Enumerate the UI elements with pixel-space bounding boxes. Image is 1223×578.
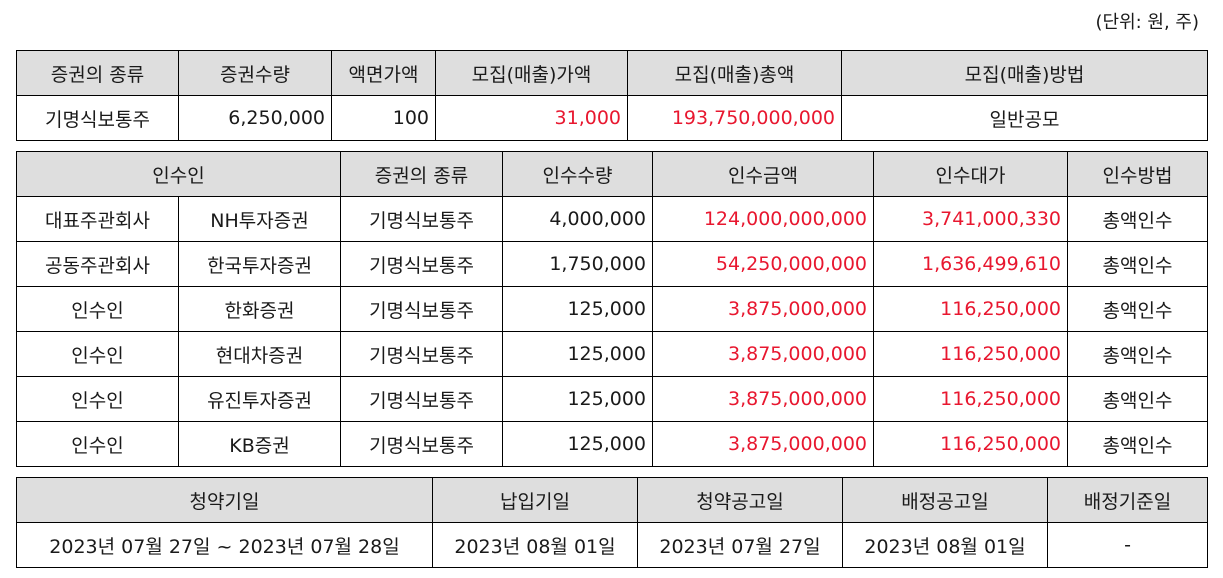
- schedule-header: 납입기일: [432, 477, 638, 523]
- offering-header: 증권수량: [178, 50, 332, 96]
- schedule-header: 배정공고일: [842, 477, 1048, 523]
- underwriter-name: 한화증권: [177, 286, 342, 332]
- payment-date: 2023년 08월 01일: [432, 522, 638, 568]
- underwriter-fee: 116,250,000: [873, 286, 1069, 332]
- underwriter-amount: 3,875,000,000: [652, 331, 875, 377]
- underwriter-role: 인수인: [16, 376, 179, 422]
- underwriter-amount: 54,250,000,000: [652, 241, 875, 287]
- underwriter-security-type: 기명식보통주: [340, 196, 504, 242]
- underwriter-amount: 3,875,000,000: [652, 421, 875, 467]
- underwriter-fee: 3,741,000,330: [873, 196, 1069, 242]
- underwriter-fee: 1,636,499,610: [873, 241, 1069, 287]
- underwriter-name: 한국투자증권: [177, 241, 342, 287]
- underwriter-method: 총액인수: [1067, 421, 1209, 467]
- underwriters-header: 인수금액: [652, 151, 875, 197]
- underwriter-role: 인수인: [16, 286, 179, 332]
- subscription-period: 2023년 07월 27일 ~ 2023년 07월 28일: [16, 522, 433, 568]
- underwriter-name: 현대차증권: [177, 331, 342, 377]
- underwriter-role: 인수인: [16, 331, 179, 377]
- underwriter-fee: 116,250,000: [873, 331, 1069, 377]
- underwriters-header-row: 인수인 증권의 종류 인수수량 인수금액 인수대가 인수방법: [15, 151, 1209, 197]
- underwriter-row: 인수인 현대차증권 기명식보통주 125,000 3,875,000,000 1…: [16, 331, 1209, 377]
- underwriter-security-type: 기명식보통주: [340, 376, 504, 422]
- offering-header: 증권의 종류: [16, 50, 179, 96]
- underwriter-quantity: 125,000: [502, 286, 654, 332]
- underwriter-security-type: 기명식보통주: [340, 286, 504, 332]
- allotment-notice-date: 2023년 08월 01일: [842, 522, 1048, 568]
- offering-header-row: 증권의 종류 증권수량 액면가액 모집(매출)가액 모집(매출)총액 모집(매출…: [16, 50, 1208, 96]
- underwriter-security-type: 기명식보통주: [340, 241, 504, 287]
- underwriter-row: 인수인 KB증권 기명식보통주 125,000 3,875,000,000 11…: [16, 421, 1209, 467]
- offering-header: 모집(매출)방법: [841, 50, 1208, 96]
- offering-price: 31,000: [435, 95, 628, 141]
- underwriters-header: 증권의 종류: [340, 151, 504, 197]
- underwriter-name: NH투자증권: [177, 196, 342, 242]
- underwriter-name: 유진투자증권: [177, 376, 342, 422]
- underwriter-quantity: 125,000: [502, 421, 654, 467]
- par-value: 100: [331, 95, 436, 141]
- schedule-header: 배정기준일: [1047, 477, 1208, 523]
- security-quantity: 6,250,000: [178, 95, 332, 141]
- underwriters-table: 인수인 증권의 종류 인수수량 인수금액 인수대가 인수방법 대표주관회사 NH…: [15, 151, 1209, 467]
- underwriters-header: 인수인: [15, 151, 342, 197]
- underwriter-role: 대표주관회사: [16, 196, 179, 242]
- offering-header: 모집(매출)가액: [435, 50, 628, 96]
- underwriter-row: 인수인 유진투자증권 기명식보통주 125,000 3,875,000,000 …: [16, 376, 1209, 422]
- underwriter-row: 대표주관회사 NH투자증권 기명식보통주 4,000,000 124,000,0…: [16, 196, 1209, 242]
- underwriter-role: 인수인: [16, 421, 179, 467]
- underwriter-role: 공동주관회사: [16, 241, 179, 287]
- offering-row: 기명식보통주 6,250,000 100 31,000 193,750,000,…: [16, 95, 1208, 141]
- underwriter-amount: 124,000,000,000: [652, 196, 875, 242]
- underwriter-security-type: 기명식보통주: [340, 331, 504, 377]
- allotment-base-date: -: [1047, 522, 1208, 568]
- underwriter-amount: 3,875,000,000: [652, 286, 875, 332]
- underwriter-method: 총액인수: [1067, 241, 1209, 287]
- underwriters-header: 인수대가: [873, 151, 1069, 197]
- offering-header: 액면가액: [331, 50, 436, 96]
- schedule-header: 청약공고일: [637, 477, 843, 523]
- schedule-table: 청약기일 납입기일 청약공고일 배정공고일 배정기준일 2023년 07월 27…: [16, 477, 1208, 568]
- subscription-notice-date: 2023년 07월 27일: [637, 522, 843, 568]
- underwriter-quantity: 4,000,000: [502, 196, 654, 242]
- underwriter-quantity: 125,000: [502, 376, 654, 422]
- schedule-header-row: 청약기일 납입기일 청약공고일 배정공고일 배정기준일: [16, 477, 1208, 523]
- underwriter-method: 총액인수: [1067, 331, 1209, 377]
- offering-total: 193,750,000,000: [627, 95, 842, 141]
- underwriter-fee: 116,250,000: [873, 376, 1069, 422]
- offering-header: 모집(매출)총액: [627, 50, 842, 96]
- security-type: 기명식보통주: [16, 95, 179, 141]
- underwriter-quantity: 1,750,000: [502, 241, 654, 287]
- underwriter-method: 총액인수: [1067, 196, 1209, 242]
- underwriter-method: 총액인수: [1067, 286, 1209, 332]
- underwriter-method: 총액인수: [1067, 376, 1209, 422]
- underwriter-name: KB증권: [177, 421, 342, 467]
- underwriter-quantity: 125,000: [502, 331, 654, 377]
- underwriter-security-type: 기명식보통주: [340, 421, 504, 467]
- underwriter-row: 공동주관회사 한국투자증권 기명식보통주 1,750,000 54,250,00…: [16, 241, 1209, 287]
- schedule-header: 청약기일: [16, 477, 433, 523]
- offering-table: 증권의 종류 증권수량 액면가액 모집(매출)가액 모집(매출)총액 모집(매출…: [16, 50, 1208, 141]
- underwriters-header: 인수방법: [1067, 151, 1209, 197]
- underwriter-row: 인수인 한화증권 기명식보통주 125,000 3,875,000,000 11…: [16, 286, 1209, 332]
- underwriter-fee: 116,250,000: [873, 421, 1069, 467]
- underwriters-header: 인수수량: [502, 151, 654, 197]
- underwriter-amount: 3,875,000,000: [652, 376, 875, 422]
- schedule-row: 2023년 07월 27일 ~ 2023년 07월 28일 2023년 08월 …: [16, 522, 1208, 568]
- unit-note: (단위: 원, 주): [1095, 12, 1199, 33]
- offering-method: 일반공모: [841, 95, 1208, 141]
